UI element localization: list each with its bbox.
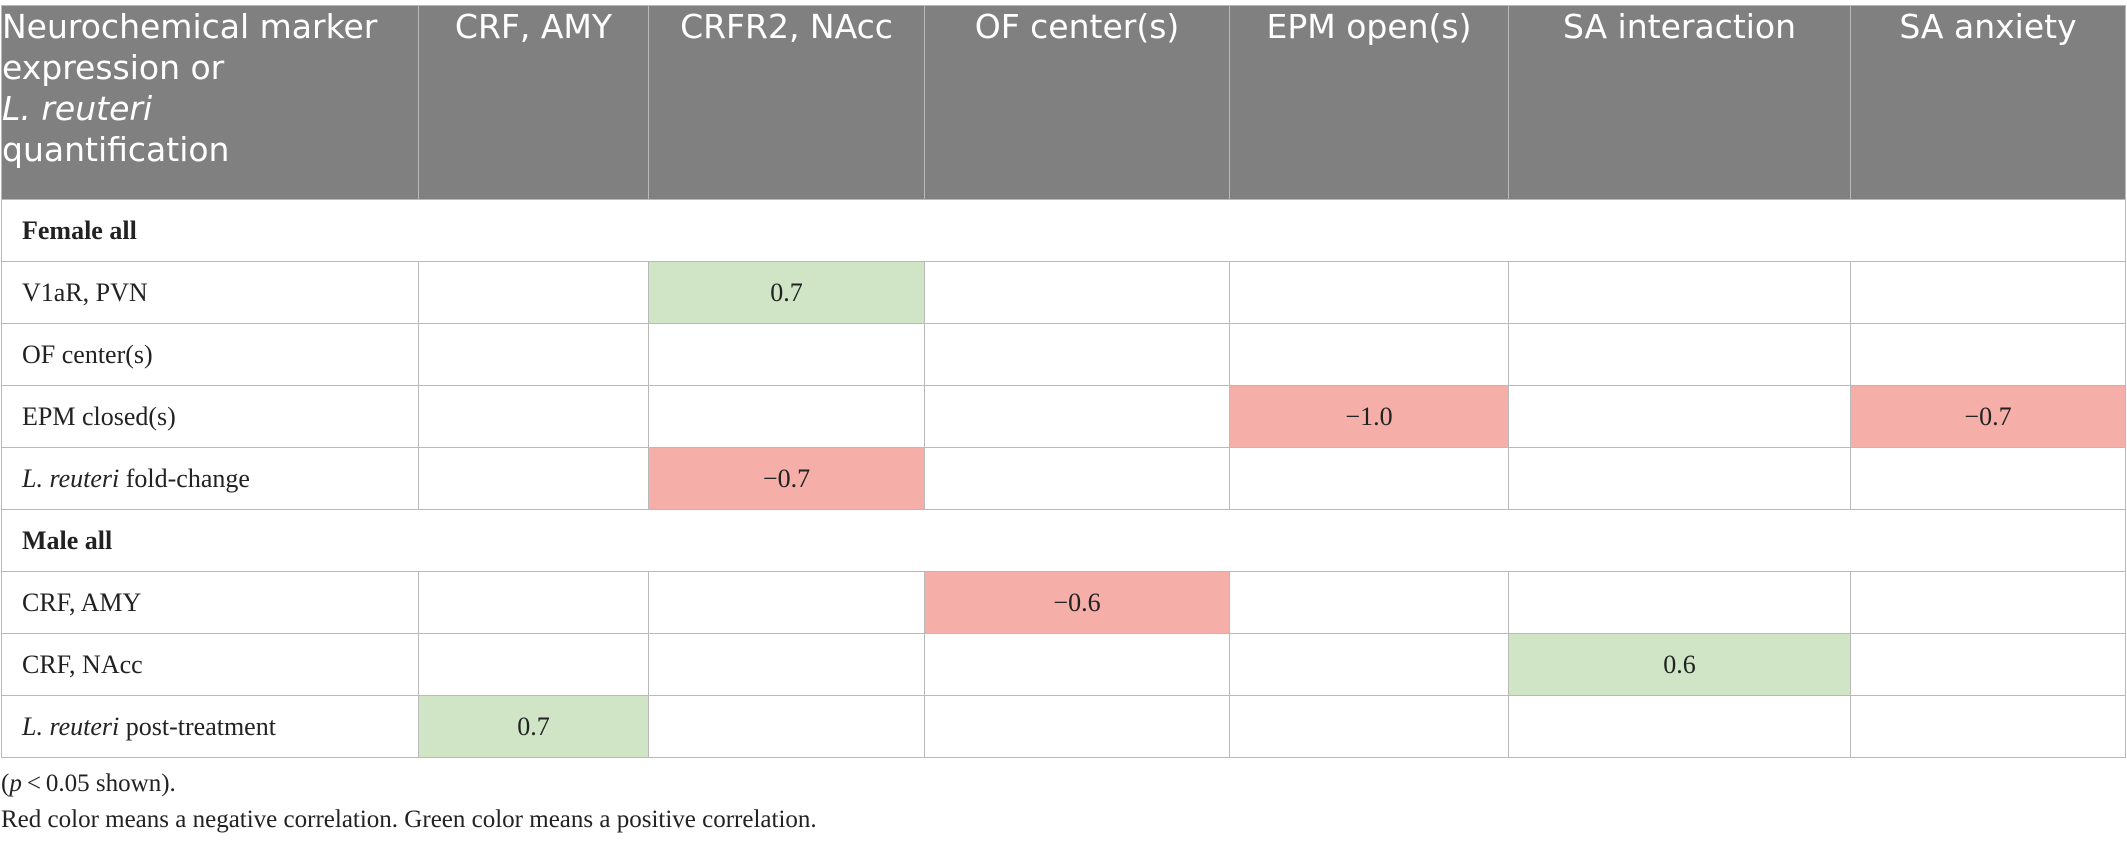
table-cell	[418, 447, 649, 510]
table-cell	[648, 633, 925, 696]
header-of-center: OF center(s)	[924, 5, 1230, 200]
table-footnotes: (p < 0.05 shown). Red color means a nega…	[1, 766, 2121, 838]
table-cell	[1229, 571, 1509, 634]
table-cell	[418, 633, 649, 696]
table-row: OF center(s)	[1, 323, 2126, 386]
table-cell-positive: 0.6	[1508, 633, 1851, 696]
row-label-text: EPM closed(s)	[22, 401, 176, 431]
table-cell	[648, 695, 925, 758]
table-cell-negative: −1.0	[1229, 385, 1509, 448]
table-cell	[648, 385, 925, 448]
header-sa-interaction: SA interaction	[1508, 5, 1851, 200]
table-cell	[1508, 571, 1851, 634]
table-cell	[1229, 633, 1509, 696]
table-cell	[1850, 447, 2126, 510]
table-cell	[418, 323, 649, 386]
table-cell	[1850, 633, 2126, 696]
table-cell	[1508, 447, 1851, 510]
header-crfr2-nacc: CRFR2, NAcc	[648, 5, 925, 200]
header-marker-column: Neurochemical marker expression or L. reu…	[1, 5, 419, 200]
table-cell	[418, 261, 649, 324]
row-label-italic: L. reuteri	[22, 711, 120, 741]
table-header: Neurochemical marker expression or L. reu…	[1, 5, 2126, 200]
header-crf-amy: CRF, AMY	[418, 5, 649, 200]
table-cell	[1508, 385, 1851, 448]
row-label: OF center(s)	[1, 323, 419, 386]
header-sa-anxiety: SA anxiety	[1850, 5, 2126, 200]
significance-note: (p < 0.05 shown).	[1, 766, 2121, 802]
table-cell	[1850, 571, 2126, 634]
table-cell	[1850, 695, 2126, 758]
table-cell	[1850, 323, 2126, 386]
table-cell	[648, 323, 925, 386]
correlation-table: Neurochemical marker expression or L. reu…	[1, 5, 2126, 758]
table-row: CRF, AMY −0.6	[1, 571, 2126, 634]
table-cell	[1229, 323, 1509, 386]
group-label: Male all	[1, 509, 2126, 572]
table-row: V1aR, PVN 0.7	[1, 261, 2126, 324]
header-marker-line3: quantification	[2, 130, 230, 169]
table-cell-positive: 0.7	[648, 261, 925, 324]
header-row: Neurochemical marker expression or L. reu…	[1, 5, 2126, 200]
row-label-text: V1aR, PVN	[22, 277, 148, 307]
row-label-text: CRF, NAcc	[22, 649, 143, 679]
row-label: V1aR, PVN	[1, 261, 419, 324]
table-cell-negative: −0.7	[648, 447, 925, 510]
table-cell	[1850, 261, 2126, 324]
row-label-text: CRF, AMY	[22, 587, 142, 617]
row-label: L. reuteri post-treatment	[1, 695, 419, 758]
header-epm-open: EPM open(s)	[1229, 5, 1509, 200]
table-cell	[1229, 261, 1509, 324]
p-value-symbol: p	[9, 770, 22, 797]
table-row: L. reuteri fold-change −0.7	[1, 447, 2126, 510]
table-cell	[924, 447, 1230, 510]
row-label: EPM closed(s)	[1, 385, 419, 448]
table-cell	[648, 571, 925, 634]
table-body: Female all V1aR, PVN 0.7 OF center(s) EP…	[1, 199, 2126, 758]
row-label: CRF, NAcc	[1, 633, 419, 696]
row-label: L. reuteri fold-change	[1, 447, 419, 510]
table-cell	[924, 633, 1230, 696]
table-row: EPM closed(s) −1.0 −0.7	[1, 385, 2126, 448]
header-marker-line1: Neurochemical marker expression or	[2, 7, 378, 87]
significance-threshold: < 0.05 shown).	[21, 770, 176, 797]
significance-open: (	[1, 770, 10, 797]
table-cell-negative: −0.7	[1850, 385, 2126, 448]
table-cell	[1508, 695, 1851, 758]
table-cell-positive: 0.7	[418, 695, 649, 758]
row-label-text: OF center(s)	[22, 339, 153, 369]
table-cell	[1229, 695, 1509, 758]
table-cell	[924, 385, 1230, 448]
group-label: Female all	[1, 199, 2126, 262]
table-cell	[1508, 323, 1851, 386]
group-row-female: Female all	[1, 199, 2126, 262]
table-cell	[1229, 447, 1509, 510]
row-label-text: fold-change	[119, 463, 250, 493]
table-cell	[924, 695, 1230, 758]
table-cell	[418, 571, 649, 634]
row-label-text: post-treatment	[119, 711, 276, 741]
row-label-italic: L. reuteri	[22, 463, 120, 493]
color-legend-note: Red color means a negative correlation. …	[1, 806, 817, 833]
header-marker-italic: L. reuteri	[2, 89, 153, 128]
table-cell-negative: −0.6	[924, 571, 1230, 634]
row-label: CRF, AMY	[1, 571, 419, 634]
table-cell	[418, 385, 649, 448]
table-row: CRF, NAcc 0.6	[1, 633, 2126, 696]
table-cell	[924, 261, 1230, 324]
group-row-male: Male all	[1, 509, 2126, 572]
table-row: L. reuteri post-treatment 0.7	[1, 695, 2126, 758]
table-cell	[1508, 261, 1851, 324]
table-cell	[924, 323, 1230, 386]
